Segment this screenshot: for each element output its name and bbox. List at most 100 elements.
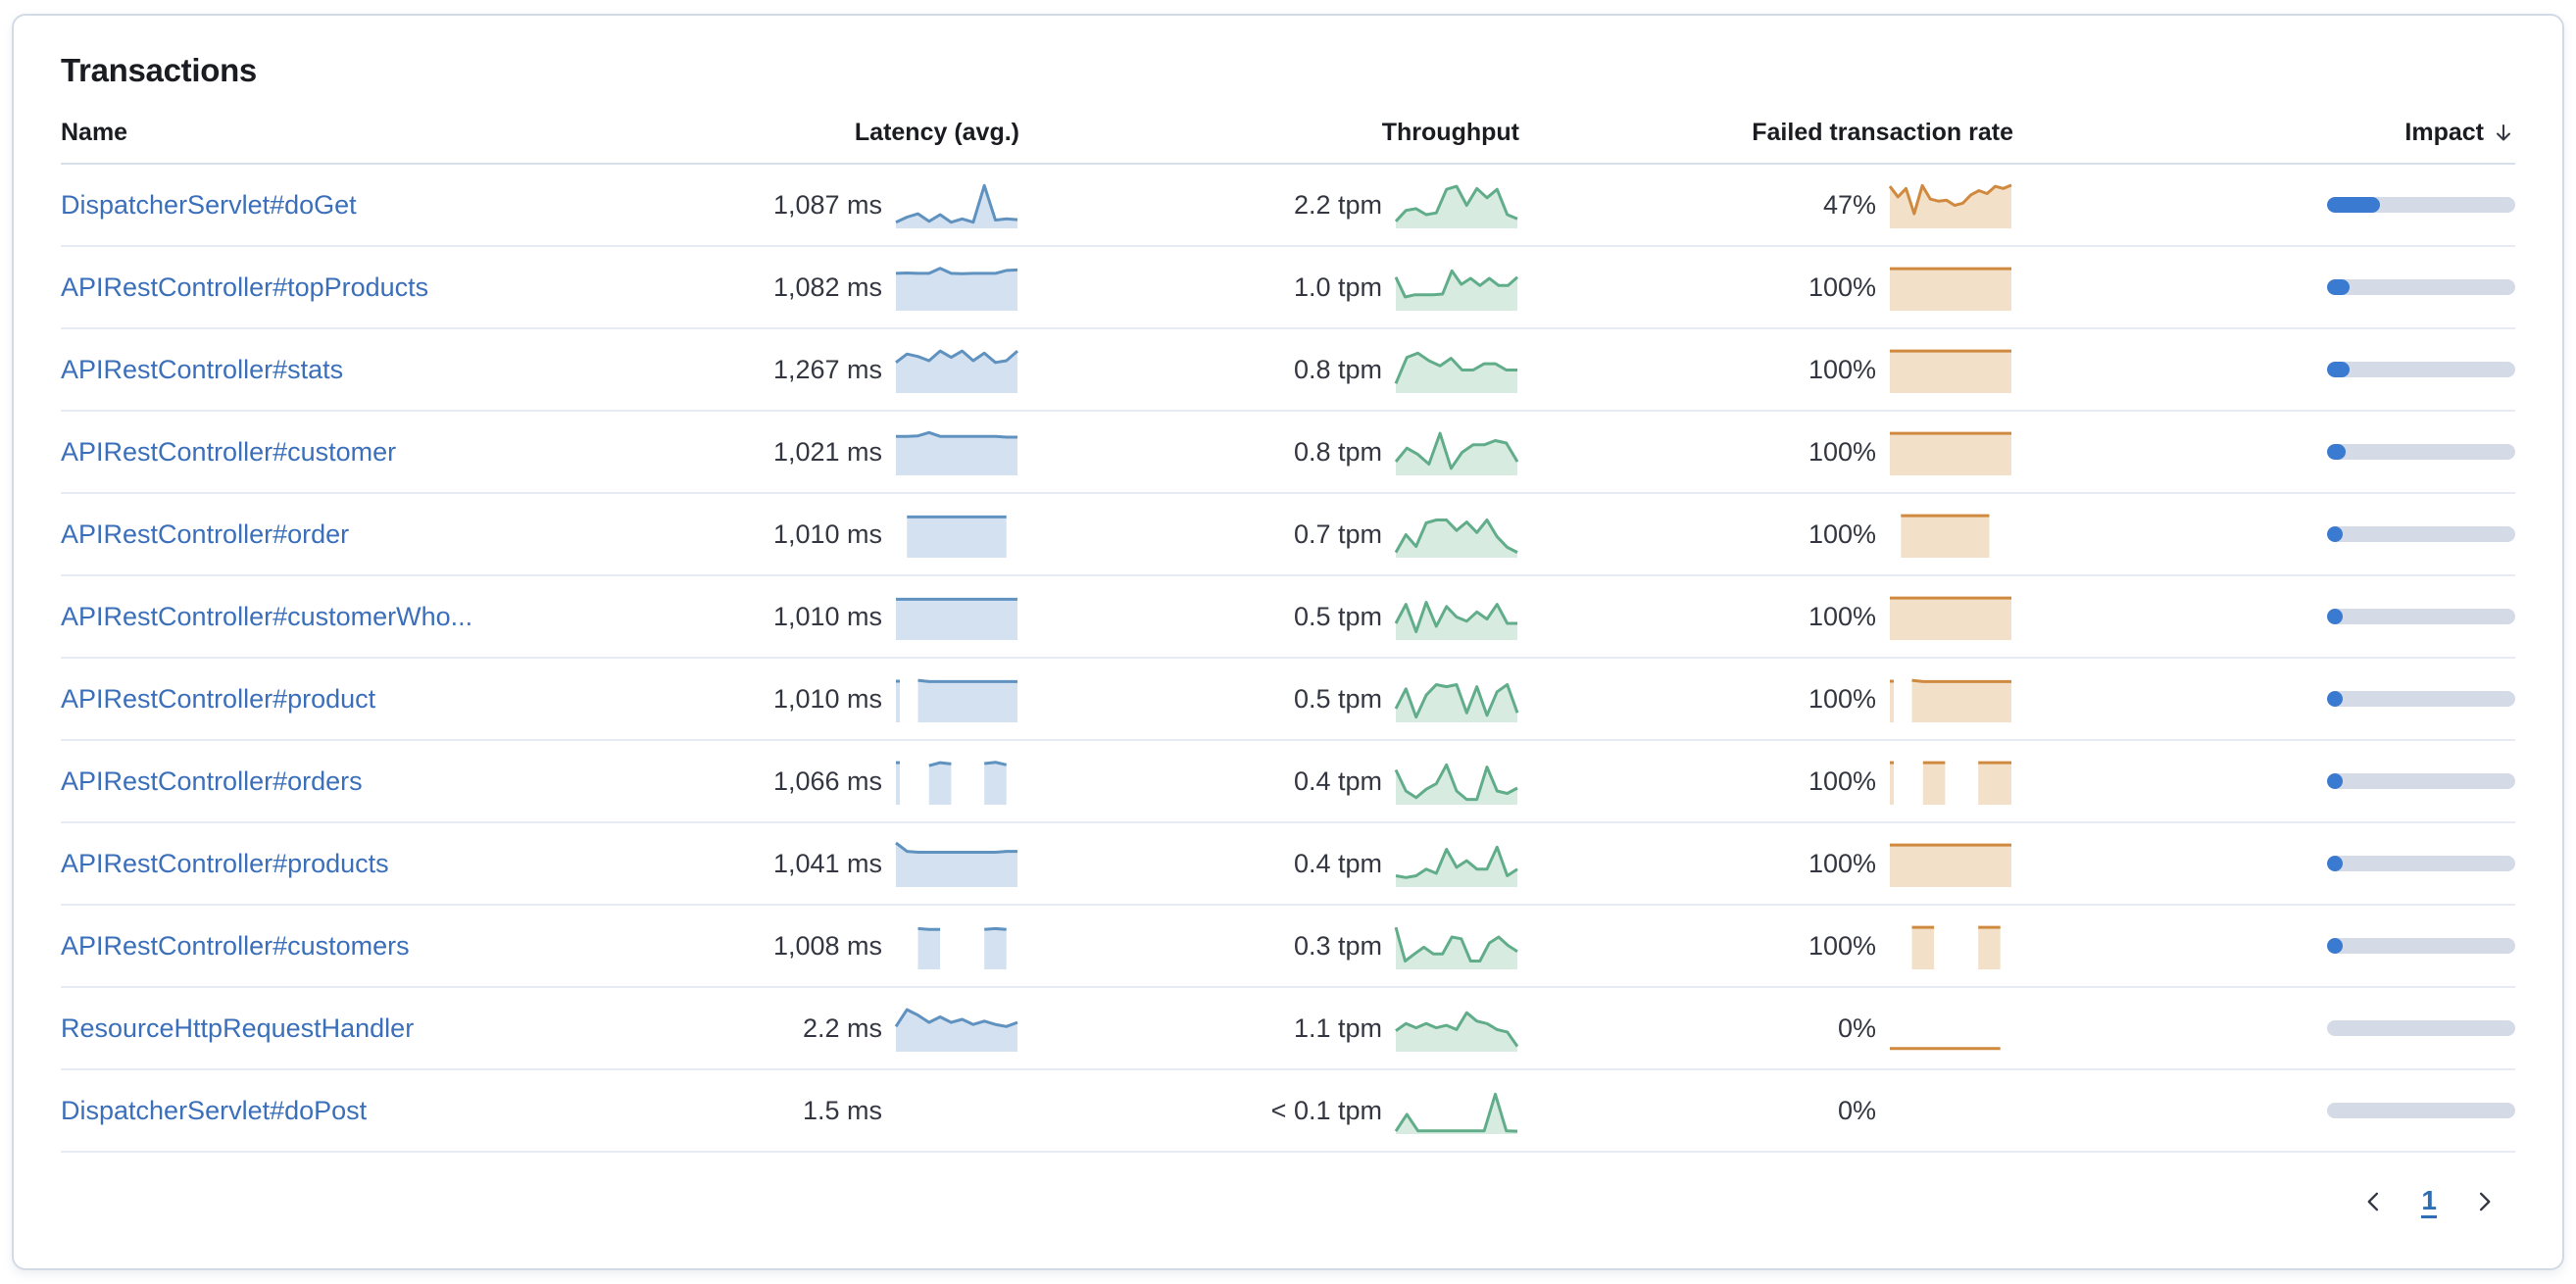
column-header-throughput-label: Throughput bbox=[1381, 119, 1519, 146]
throughput-value: 0.7 tpm bbox=[1293, 519, 1382, 549]
failed-rate-cell: 100% bbox=[1519, 675, 2013, 722]
throughput-value: 0.4 tpm bbox=[1293, 765, 1382, 796]
transaction-link[interactable]: APIRestController#customerWho... bbox=[61, 601, 473, 631]
failed-rate-cell: 100% bbox=[1519, 922, 2013, 969]
prev-page-button[interactable] bbox=[2356, 1184, 2392, 1219]
transaction-link[interactable]: APIRestController#stats bbox=[61, 354, 344, 384]
impact-cell bbox=[2013, 609, 2515, 624]
throughput-value: 2.2 tpm bbox=[1293, 189, 1382, 220]
transaction-link[interactable]: APIRestController#product bbox=[61, 683, 376, 714]
throughput-cell: 0.4 tpm bbox=[1019, 758, 1519, 805]
failed-rate-value: 0% bbox=[1837, 1095, 1876, 1125]
failed-rate-cell: 100% bbox=[1519, 346, 2013, 393]
transaction-name-cell: APIRestController#orders bbox=[61, 766, 667, 797]
throughput-value: 1.0 tpm bbox=[1293, 272, 1382, 302]
column-header-throughput[interactable]: Throughput bbox=[1019, 119, 1519, 163]
table-row: APIRestController#customerWho... 1,010 ms… bbox=[61, 576, 2515, 659]
failed-rate-value: 100% bbox=[1808, 519, 1876, 549]
latency-cell: 2.2 ms bbox=[667, 1005, 1019, 1052]
throughput-sparkline bbox=[1394, 346, 1519, 393]
table-row: APIRestController#topProducts 1,082 ms 1.0… bbox=[61, 247, 2515, 329]
impact-cell bbox=[2013, 526, 2515, 542]
failed-rate-sparkline bbox=[1888, 1087, 2013, 1134]
latency-cell: 1,267 ms bbox=[667, 346, 1019, 393]
impact-bar-fill bbox=[2327, 609, 2343, 624]
throughput-cell: 0.7 tpm bbox=[1019, 511, 1519, 558]
column-header-name-label: Name bbox=[61, 119, 128, 146]
transaction-link[interactable]: ResourceHttpRequestHandler bbox=[61, 1012, 415, 1043]
impact-cell bbox=[2013, 279, 2515, 295]
failed-rate-cell: 47% bbox=[1519, 181, 2013, 228]
impact-bar-fill bbox=[2327, 197, 2380, 213]
impact-bar-fill bbox=[2327, 938, 2343, 954]
impact-cell bbox=[2013, 362, 2515, 377]
table-row: APIRestController#stats 1,267 ms 0.8 tpm 10… bbox=[61, 329, 2515, 412]
column-header-failed-rate[interactable]: Failed transaction rate bbox=[1519, 119, 2013, 163]
latency-value: 1,010 ms bbox=[772, 683, 882, 714]
transaction-name-cell: APIRestController#order bbox=[61, 519, 667, 550]
failed-rate-cell: 100% bbox=[1519, 758, 2013, 805]
impact-bar bbox=[2327, 526, 2515, 542]
transaction-name-cell: APIRestController#customer bbox=[61, 437, 667, 468]
transaction-link[interactable]: APIRestController#order bbox=[61, 519, 350, 549]
failed-rate-sparkline bbox=[1888, 922, 2013, 969]
failed-rate-cell: 0% bbox=[1519, 1087, 2013, 1134]
failed-rate-sparkline bbox=[1888, 840, 2013, 887]
impact-cell bbox=[2013, 444, 2515, 460]
latency-cell: 1,010 ms bbox=[667, 675, 1019, 722]
failed-rate-value: 100% bbox=[1808, 848, 1876, 878]
transaction-link[interactable]: APIRestController#products bbox=[61, 848, 389, 878]
transaction-name-cell: APIRestController#products bbox=[61, 849, 667, 879]
latency-sparkline bbox=[894, 922, 1019, 969]
transaction-name-cell: APIRestController#topProducts bbox=[61, 272, 667, 303]
latency-sparkline bbox=[894, 1005, 1019, 1052]
impact-bar bbox=[2327, 773, 2515, 789]
failed-rate-value: 100% bbox=[1808, 354, 1876, 384]
failed-rate-value: 47% bbox=[1822, 189, 1876, 220]
throughput-cell: 0.4 tpm bbox=[1019, 840, 1519, 887]
throughput-value: 0.5 tpm bbox=[1293, 683, 1382, 714]
throughput-cell: 0.8 tpm bbox=[1019, 428, 1519, 475]
column-header-latency[interactable]: Latency (avg.) bbox=[667, 119, 1019, 163]
transaction-link[interactable]: DispatcherServlet#doPost bbox=[61, 1095, 368, 1125]
page-number-current[interactable]: 1 bbox=[2421, 1185, 2437, 1218]
failed-rate-sparkline bbox=[1888, 346, 2013, 393]
impact-cell bbox=[2013, 1103, 2515, 1118]
failed-rate-cell: 100% bbox=[1519, 511, 2013, 558]
page-title: Transactions bbox=[61, 52, 257, 88]
transaction-link[interactable]: APIRestController#topProducts bbox=[61, 272, 429, 302]
table-header: Name Latency (avg.) Throughput Failed tr… bbox=[61, 102, 2515, 165]
throughput-sparkline bbox=[1394, 758, 1519, 805]
throughput-value: < 0.1 tpm bbox=[1270, 1095, 1382, 1125]
transaction-link[interactable]: DispatcherServlet#doGet bbox=[61, 189, 357, 220]
impact-bar bbox=[2327, 444, 2515, 460]
transaction-name-cell: DispatcherServlet#doPost bbox=[61, 1096, 667, 1126]
latency-cell: 1,082 ms bbox=[667, 264, 1019, 311]
chevron-right-icon bbox=[2470, 1188, 2498, 1215]
transaction-name-cell: APIRestController#customerWho... bbox=[61, 602, 667, 632]
latency-cell: 1,041 ms bbox=[667, 840, 1019, 887]
throughput-sparkline bbox=[1394, 675, 1519, 722]
transaction-link[interactable]: APIRestController#orders bbox=[61, 765, 363, 796]
latency-value: 2.2 ms bbox=[802, 1012, 882, 1043]
failed-rate-value: 100% bbox=[1808, 601, 1876, 631]
latency-sparkline bbox=[894, 346, 1019, 393]
failed-rate-cell: 0% bbox=[1519, 1005, 2013, 1052]
impact-cell bbox=[2013, 1020, 2515, 1036]
latency-sparkline bbox=[894, 428, 1019, 475]
throughput-value: 0.3 tpm bbox=[1293, 930, 1382, 961]
failed-rate-sparkline bbox=[1888, 181, 2013, 228]
column-header-name[interactable]: Name bbox=[61, 119, 667, 163]
latency-sparkline bbox=[894, 1087, 1019, 1134]
impact-bar-fill bbox=[2327, 526, 2344, 542]
transaction-link[interactable]: APIRestController#customers bbox=[61, 930, 410, 961]
column-header-impact[interactable]: Impact bbox=[2013, 119, 2515, 163]
next-page-button[interactable] bbox=[2466, 1184, 2502, 1219]
transaction-link[interactable]: APIRestController#customer bbox=[61, 436, 397, 467]
impact-bar bbox=[2327, 856, 2515, 871]
impact-bar-fill bbox=[2327, 856, 2343, 871]
failed-rate-value: 100% bbox=[1808, 436, 1876, 467]
throughput-cell: 2.2 tpm bbox=[1019, 181, 1519, 228]
table-row: APIRestController#orders 1,066 ms 0.4 tpm 1… bbox=[61, 741, 2515, 823]
impact-cell bbox=[2013, 856, 2515, 871]
